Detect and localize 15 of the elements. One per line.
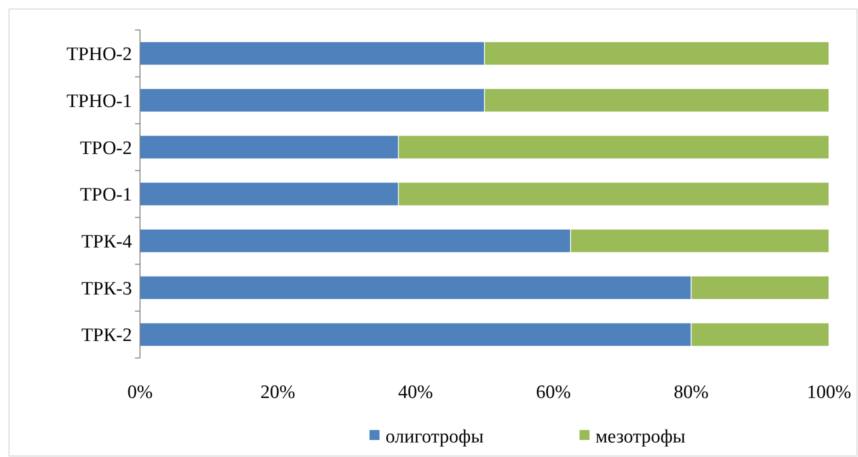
- y-tick-label: ТРНО-2: [66, 44, 132, 66]
- y-tick-label: ТРК-2: [81, 325, 132, 346]
- y-tick-label: ТРК-4: [81, 232, 132, 253]
- x-tick-label: 100%: [806, 382, 852, 403]
- x-tick-label: 60%: [536, 382, 571, 403]
- x-tick-label: 0%: [127, 382, 153, 403]
- x-tick-label: 20%: [260, 382, 296, 403]
- y-tick-label: ТРНО-1: [66, 90, 132, 112]
- x-tick-label: 80%: [674, 382, 709, 403]
- y-tick-label: ТРО-1: [80, 184, 132, 206]
- x-tick-label: 40%: [398, 382, 434, 403]
- legend-label: мезотрофы: [596, 426, 686, 448]
- y-tick-label: ТРК-3: [81, 278, 132, 300]
- legend-label: олиготрофы: [386, 426, 484, 448]
- y-tick-label: ТРО-2: [80, 138, 132, 159]
